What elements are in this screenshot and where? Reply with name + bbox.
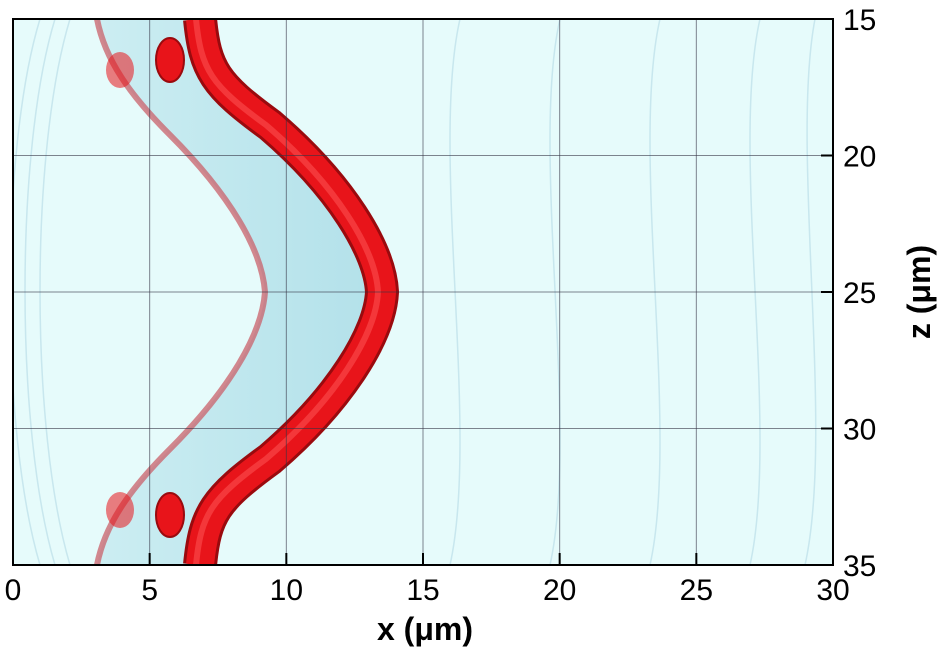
y-tick-label: 20	[843, 141, 876, 174]
field-waves	[13, 19, 817, 565]
x-tick-label: 0	[5, 574, 22, 607]
y-tick-label: 25	[843, 277, 876, 310]
surface-ripple	[106, 52, 134, 88]
x-tick-label: 5	[141, 574, 158, 607]
y-tick-label: 15	[843, 4, 876, 37]
x-tick-label: 15	[406, 574, 439, 607]
surface-blob	[155, 492, 185, 538]
y-tick-label: 35	[843, 550, 876, 583]
y-tick-label: 30	[843, 414, 876, 447]
surface-blob	[155, 37, 185, 83]
x-tick-label: 10	[270, 574, 303, 607]
x-tick-label: 30	[816, 574, 849, 607]
x-axis-label: x (μm)	[377, 611, 473, 647]
surface-ripple	[106, 492, 134, 528]
y-axis-label: z (μm)	[901, 245, 937, 339]
x-tick-label: 20	[543, 574, 576, 607]
x-tick-label: 25	[680, 574, 713, 607]
